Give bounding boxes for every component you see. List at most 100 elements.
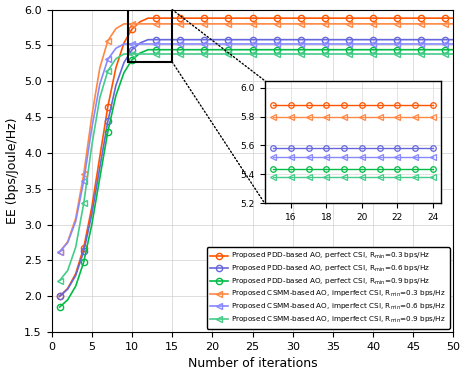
- Proposed PDD-based AO, perfect CSI, R$_{\min}$=0.6 bps/Hz: [451, 37, 456, 42]
- Proposed CSMM-based AO, imperfect CSI, R$_{\min}$=0.9 bps/Hz: [89, 144, 95, 148]
- Proposed PDD-based AO, perfect CSI, R$_{\min}$=0.3 bps/Hz: [330, 16, 336, 20]
- Proposed CSMM-based AO, imperfect CSI, R$_{\min}$=0.9 bps/Hz: [250, 52, 255, 56]
- Proposed CSMM-based AO, imperfect CSI, R$_{\min}$=0.6 bps/Hz: [226, 42, 231, 46]
- Proposed PDD-based AO, perfect CSI, R$_{\min}$=0.9 bps/Hz: [233, 47, 239, 52]
- Proposed PDD-based AO, perfect CSI, R$_{\min}$=0.6 bps/Hz: [210, 37, 215, 42]
- Proposed PDD-based AO, perfect CSI, R$_{\min}$=0.6 bps/Hz: [338, 37, 344, 42]
- Proposed CSMM-based AO, imperfect CSI, R$_{\min}$=0.9 bps/Hz: [169, 52, 175, 56]
- Proposed CSMM-based AO, imperfect CSI, R$_{\min}$=0.6 bps/Hz: [89, 126, 95, 130]
- Proposed PDD-based AO, perfect CSI, R$_{\min}$=0.9 bps/Hz: [89, 223, 95, 227]
- Proposed PDD-based AO, perfect CSI, R$_{\min}$=0.6 bps/Hz: [113, 83, 119, 88]
- Proposed PDD-based AO, perfect CSI, R$_{\min}$=0.6 bps/Hz: [105, 119, 110, 124]
- Proposed PDD-based AO, perfect CSI, R$_{\min}$=0.6 bps/Hz: [346, 37, 352, 42]
- Proposed PDD-based AO, perfect CSI, R$_{\min}$=0.6 bps/Hz: [226, 37, 231, 42]
- Proposed CSMM-based AO, imperfect CSI, R$_{\min}$=0.3 bps/Hz: [242, 22, 247, 26]
- Line: Proposed PDD-based AO, perfect CSI, R$_{\min}$=0.6 bps/Hz: Proposed PDD-based AO, perfect CSI, R$_{…: [56, 36, 457, 299]
- Proposed PDD-based AO, perfect CSI, R$_{\min}$=0.9 bps/Hz: [169, 47, 175, 52]
- Proposed CSMM-based AO, imperfect CSI, R$_{\min}$=0.6 bps/Hz: [105, 57, 110, 62]
- Proposed PDD-based AO, perfect CSI, R$_{\min}$=0.6 bps/Hz: [178, 37, 183, 42]
- Proposed CSMM-based AO, imperfect CSI, R$_{\min}$=0.3 bps/Hz: [65, 240, 70, 244]
- Proposed CSMM-based AO, imperfect CSI, R$_{\min}$=0.9 bps/Hz: [274, 52, 280, 56]
- Proposed PDD-based AO, perfect CSI, R$_{\min}$=0.9 bps/Hz: [403, 47, 408, 52]
- Proposed CSMM-based AO, imperfect CSI, R$_{\min}$=0.6 bps/Hz: [145, 42, 151, 46]
- Proposed PDD-based AO, perfect CSI, R$_{\min}$=0.6 bps/Hz: [129, 47, 135, 52]
- Proposed PDD-based AO, perfect CSI, R$_{\min}$=0.6 bps/Hz: [153, 37, 159, 42]
- Proposed CSMM-based AO, imperfect CSI, R$_{\min}$=0.3 bps/Hz: [386, 22, 392, 26]
- Proposed CSMM-based AO, imperfect CSI, R$_{\min}$=0.6 bps/Hz: [290, 42, 295, 46]
- Proposed CSMM-based AO, imperfect CSI, R$_{\min}$=0.6 bps/Hz: [322, 42, 328, 46]
- Proposed CSMM-based AO, imperfect CSI, R$_{\min}$=0.9 bps/Hz: [153, 52, 159, 56]
- Proposed PDD-based AO, perfect CSI, R$_{\min}$=0.3 bps/Hz: [354, 16, 360, 20]
- Proposed PDD-based AO, perfect CSI, R$_{\min}$=0.6 bps/Hz: [435, 37, 440, 42]
- Proposed CSMM-based AO, imperfect CSI, R$_{\min}$=0.9 bps/Hz: [218, 52, 223, 56]
- Proposed PDD-based AO, perfect CSI, R$_{\min}$=0.6 bps/Hz: [314, 37, 320, 42]
- Proposed CSMM-based AO, imperfect CSI, R$_{\min}$=0.9 bps/Hz: [113, 56, 119, 61]
- Proposed PDD-based AO, perfect CSI, R$_{\min}$=0.6 bps/Hz: [65, 287, 70, 291]
- Proposed PDD-based AO, perfect CSI, R$_{\min}$=0.3 bps/Hz: [443, 16, 448, 20]
- Proposed CSMM-based AO, imperfect CSI, R$_{\min}$=0.6 bps/Hz: [169, 42, 175, 46]
- Proposed CSMM-based AO, imperfect CSI, R$_{\min}$=0.3 bps/Hz: [89, 114, 95, 118]
- Proposed CSMM-based AO, imperfect CSI, R$_{\min}$=0.9 bps/Hz: [57, 278, 62, 283]
- Proposed CSMM-based AO, imperfect CSI, R$_{\min}$=0.9 bps/Hz: [411, 52, 416, 56]
- Proposed CSMM-based AO, imperfect CSI, R$_{\min}$=0.6 bps/Hz: [250, 42, 255, 46]
- Proposed CSMM-based AO, imperfect CSI, R$_{\min}$=0.9 bps/Hz: [290, 52, 295, 56]
- Proposed PDD-based AO, perfect CSI, R$_{\min}$=0.3 bps/Hz: [258, 16, 263, 20]
- Proposed PDD-based AO, perfect CSI, R$_{\min}$=0.3 bps/Hz: [290, 16, 295, 20]
- Proposed PDD-based AO, perfect CSI, R$_{\min}$=0.6 bps/Hz: [145, 37, 151, 42]
- Proposed PDD-based AO, perfect CSI, R$_{\min}$=0.3 bps/Hz: [338, 16, 344, 20]
- Proposed CSMM-based AO, imperfect CSI, R$_{\min}$=0.9 bps/Hz: [137, 52, 143, 56]
- Proposed PDD-based AO, perfect CSI, R$_{\min}$=0.3 bps/Hz: [233, 16, 239, 20]
- Proposed PDD-based AO, perfect CSI, R$_{\min}$=0.9 bps/Hz: [298, 47, 303, 52]
- Proposed CSMM-based AO, imperfect CSI, R$_{\min}$=0.3 bps/Hz: [378, 22, 384, 26]
- Proposed CSMM-based AO, imperfect CSI, R$_{\min}$=0.3 bps/Hz: [161, 22, 167, 26]
- Proposed CSMM-based AO, imperfect CSI, R$_{\min}$=0.3 bps/Hz: [193, 22, 199, 26]
- Proposed PDD-based AO, perfect CSI, R$_{\min}$=0.9 bps/Hz: [418, 47, 424, 52]
- Proposed CSMM-based AO, imperfect CSI, R$_{\min}$=0.3 bps/Hz: [137, 22, 143, 26]
- Proposed CSMM-based AO, imperfect CSI, R$_{\min}$=0.6 bps/Hz: [233, 42, 239, 46]
- Proposed PDD-based AO, perfect CSI, R$_{\min}$=0.3 bps/Hz: [451, 16, 456, 20]
- Proposed CSMM-based AO, imperfect CSI, R$_{\min}$=0.3 bps/Hz: [290, 22, 295, 26]
- Proposed CSMM-based AO, imperfect CSI, R$_{\min}$=0.9 bps/Hz: [386, 52, 392, 56]
- Proposed CSMM-based AO, imperfect CSI, R$_{\min}$=0.9 bps/Hz: [346, 52, 352, 56]
- Proposed CSMM-based AO, imperfect CSI, R$_{\min}$=0.9 bps/Hz: [65, 268, 70, 273]
- Proposed PDD-based AO, perfect CSI, R$_{\min}$=0.3 bps/Hz: [73, 271, 78, 276]
- Proposed PDD-based AO, perfect CSI, R$_{\min}$=0.6 bps/Hz: [73, 273, 78, 278]
- Proposed PDD-based AO, perfect CSI, R$_{\min}$=0.3 bps/Hz: [161, 16, 167, 20]
- Proposed CSMM-based AO, imperfect CSI, R$_{\min}$=0.6 bps/Hz: [73, 219, 78, 224]
- Proposed CSMM-based AO, imperfect CSI, R$_{\min}$=0.6 bps/Hz: [386, 42, 392, 46]
- Proposed PDD-based AO, perfect CSI, R$_{\min}$=0.9 bps/Hz: [443, 47, 448, 52]
- Proposed PDD-based AO, perfect CSI, R$_{\min}$=0.9 bps/Hz: [178, 47, 183, 52]
- Proposed PDD-based AO, perfect CSI, R$_{\min}$=0.6 bps/Hz: [242, 37, 247, 42]
- Proposed CSMM-based AO, imperfect CSI, R$_{\min}$=0.6 bps/Hz: [201, 42, 207, 46]
- Proposed PDD-based AO, perfect CSI, R$_{\min}$=0.3 bps/Hz: [113, 65, 119, 70]
- Proposed PDD-based AO, perfect CSI, R$_{\min}$=0.9 bps/Hz: [97, 176, 103, 180]
- Proposed PDD-based AO, perfect CSI, R$_{\min}$=0.6 bps/Hz: [161, 37, 167, 42]
- Proposed PDD-based AO, perfect CSI, R$_{\min}$=0.3 bps/Hz: [298, 16, 303, 20]
- Proposed PDD-based AO, perfect CSI, R$_{\min}$=0.3 bps/Hz: [137, 20, 143, 24]
- Proposed PDD-based AO, perfect CSI, R$_{\min}$=0.6 bps/Hz: [378, 37, 384, 42]
- Proposed PDD-based AO, perfect CSI, R$_{\min}$=0.9 bps/Hz: [306, 47, 312, 52]
- Proposed PDD-based AO, perfect CSI, R$_{\min}$=0.9 bps/Hz: [242, 47, 247, 52]
- Proposed PDD-based AO, perfect CSI, R$_{\min}$=0.9 bps/Hz: [314, 47, 320, 52]
- Proposed CSMM-based AO, imperfect CSI, R$_{\min}$=0.9 bps/Hz: [338, 52, 344, 56]
- Proposed CSMM-based AO, imperfect CSI, R$_{\min}$=0.6 bps/Hz: [298, 42, 303, 46]
- Proposed CSMM-based AO, imperfect CSI, R$_{\min}$=0.3 bps/Hz: [218, 22, 223, 26]
- Proposed PDD-based AO, perfect CSI, R$_{\min}$=0.9 bps/Hz: [153, 47, 159, 52]
- Proposed CSMM-based AO, imperfect CSI, R$_{\min}$=0.9 bps/Hz: [73, 245, 78, 250]
- Proposed PDD-based AO, perfect CSI, R$_{\min}$=0.3 bps/Hz: [282, 16, 288, 20]
- Proposed PDD-based AO, perfect CSI, R$_{\min}$=0.9 bps/Hz: [266, 47, 271, 52]
- Proposed PDD-based AO, perfect CSI, R$_{\min}$=0.6 bps/Hz: [354, 37, 360, 42]
- Proposed CSMM-based AO, imperfect CSI, R$_{\min}$=0.9 bps/Hz: [418, 52, 424, 56]
- Proposed PDD-based AO, perfect CSI, R$_{\min}$=0.9 bps/Hz: [282, 47, 288, 52]
- Proposed CSMM-based AO, imperfect CSI, R$_{\min}$=0.6 bps/Hz: [443, 42, 448, 46]
- Proposed PDD-based AO, perfect CSI, R$_{\min}$=0.9 bps/Hz: [81, 260, 87, 264]
- Proposed CSMM-based AO, imperfect CSI, R$_{\min}$=0.9 bps/Hz: [370, 52, 376, 56]
- Proposed PDD-based AO, perfect CSI, R$_{\min}$=0.3 bps/Hz: [218, 16, 223, 20]
- Proposed CSMM-based AO, imperfect CSI, R$_{\min}$=0.3 bps/Hz: [113, 26, 119, 31]
- Proposed CSMM-based AO, imperfect CSI, R$_{\min}$=0.9 bps/Hz: [233, 52, 239, 56]
- Proposed CSMM-based AO, imperfect CSI, R$_{\min}$=0.6 bps/Hz: [210, 42, 215, 46]
- Proposed PDD-based AO, perfect CSI, R$_{\min}$=0.6 bps/Hz: [411, 37, 416, 42]
- Proposed CSMM-based AO, imperfect CSI, R$_{\min}$=0.3 bps/Hz: [178, 22, 183, 26]
- Proposed PDD-based AO, perfect CSI, R$_{\min}$=0.6 bps/Hz: [121, 61, 127, 65]
- Proposed CSMM-based AO, imperfect CSI, R$_{\min}$=0.6 bps/Hz: [435, 42, 440, 46]
